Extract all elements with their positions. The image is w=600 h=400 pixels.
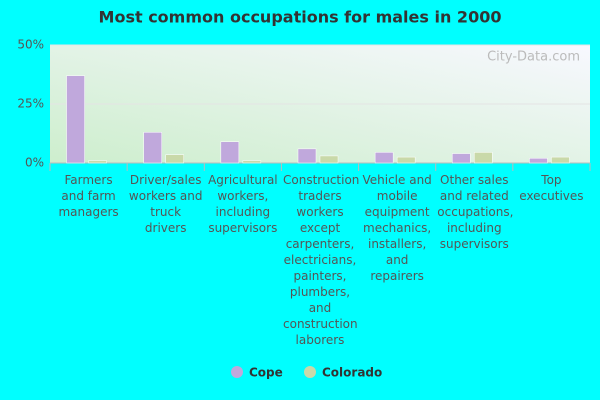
bar (551, 156, 570, 164)
bar (529, 158, 548, 164)
x-tick-label: Farmers and farm managers (58, 173, 119, 219)
bar (88, 160, 107, 164)
bar (66, 75, 85, 164)
bar (396, 156, 416, 164)
x-tick-label: Vehicle and mobile equipment mechanics, … (362, 173, 432, 283)
x-tick-label: Other sales and related occupations, inc… (437, 173, 514, 251)
bar (374, 152, 394, 164)
watermark: City-Data.com (487, 50, 580, 65)
x-tick-label: Driver/sales workers and truck drivers (128, 173, 203, 235)
y-tick-label: 0% (25, 156, 44, 170)
y-tick-label: 25% (17, 97, 44, 111)
bar (220, 141, 240, 164)
bar (297, 148, 317, 164)
bar (242, 160, 262, 164)
bar (319, 155, 339, 164)
legend-marker (304, 366, 316, 378)
x-tick-label: Top executives (519, 173, 584, 203)
chart-title: Most common occupations for males in 200… (99, 8, 502, 27)
bar (143, 132, 162, 164)
legend-label: Colorado (322, 366, 382, 380)
bar (474, 152, 493, 164)
bar (165, 154, 184, 164)
legend-marker (231, 366, 243, 378)
x-tick-label: Construction traders workers except carp… (283, 173, 360, 347)
y-tick-label: 50% (17, 38, 44, 52)
x-tick-label: Agricultural workers, including supervis… (208, 173, 278, 235)
bar (452, 153, 471, 164)
legend-label: Cope (249, 366, 283, 380)
